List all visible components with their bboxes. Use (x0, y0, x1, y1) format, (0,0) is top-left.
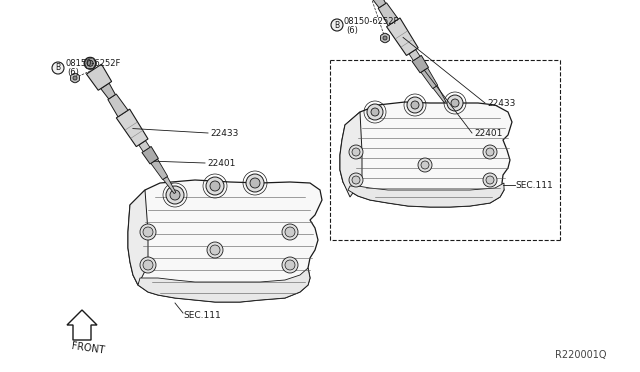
Polygon shape (116, 109, 148, 147)
Circle shape (285, 260, 295, 270)
Text: B: B (56, 64, 61, 73)
Text: SEC.111: SEC.111 (515, 180, 553, 189)
Circle shape (87, 60, 93, 66)
Circle shape (486, 148, 494, 156)
Polygon shape (409, 49, 420, 61)
Polygon shape (421, 68, 438, 89)
Text: 08150-6252F: 08150-6252F (65, 58, 120, 67)
Circle shape (285, 227, 295, 237)
Circle shape (84, 57, 96, 69)
Text: 22433: 22433 (487, 99, 515, 108)
Circle shape (143, 260, 153, 270)
Polygon shape (138, 268, 310, 302)
Text: R220001Q: R220001Q (555, 350, 607, 360)
Polygon shape (387, 18, 418, 55)
Polygon shape (348, 183, 504, 207)
Circle shape (331, 19, 343, 31)
Polygon shape (70, 73, 79, 83)
Circle shape (352, 176, 360, 184)
Text: 22401: 22401 (207, 158, 236, 167)
Polygon shape (86, 64, 111, 90)
Circle shape (250, 178, 260, 188)
Circle shape (210, 181, 220, 191)
Polygon shape (378, 3, 398, 26)
Circle shape (407, 97, 423, 113)
Circle shape (383, 36, 387, 40)
Circle shape (418, 158, 432, 172)
Polygon shape (67, 310, 97, 340)
Circle shape (166, 186, 184, 204)
Polygon shape (142, 147, 158, 164)
Polygon shape (340, 112, 362, 197)
Polygon shape (371, 0, 386, 8)
Text: (6): (6) (67, 67, 79, 77)
Polygon shape (163, 177, 176, 193)
Polygon shape (433, 86, 446, 103)
Polygon shape (128, 180, 322, 302)
Circle shape (381, 33, 390, 42)
Polygon shape (151, 159, 168, 180)
Polygon shape (100, 83, 115, 99)
Circle shape (451, 99, 459, 107)
Text: 22433: 22433 (210, 128, 238, 138)
Polygon shape (108, 94, 128, 117)
Circle shape (140, 257, 156, 273)
Circle shape (483, 145, 497, 159)
Circle shape (206, 177, 224, 195)
Circle shape (70, 74, 79, 83)
Text: FRONT: FRONT (71, 341, 105, 355)
Polygon shape (128, 190, 148, 285)
Text: B: B (335, 20, 340, 29)
Circle shape (52, 62, 64, 74)
Circle shape (352, 148, 360, 156)
Circle shape (140, 224, 156, 240)
Circle shape (282, 257, 298, 273)
Text: 08150-6252F: 08150-6252F (344, 16, 399, 26)
Circle shape (73, 76, 77, 80)
Circle shape (282, 224, 298, 240)
Text: (6): (6) (346, 26, 358, 35)
Polygon shape (84, 58, 96, 68)
Circle shape (371, 108, 379, 116)
Circle shape (447, 95, 463, 111)
Circle shape (349, 145, 363, 159)
Text: 22401: 22401 (474, 128, 502, 138)
Polygon shape (412, 55, 429, 73)
Circle shape (411, 101, 419, 109)
Polygon shape (340, 102, 512, 207)
Circle shape (367, 104, 383, 120)
Circle shape (483, 173, 497, 187)
Circle shape (143, 227, 153, 237)
Circle shape (486, 176, 494, 184)
Polygon shape (381, 33, 389, 43)
Circle shape (421, 161, 429, 169)
Polygon shape (139, 141, 150, 152)
Circle shape (246, 174, 264, 192)
Text: SEC.111: SEC.111 (183, 311, 221, 320)
Circle shape (349, 173, 363, 187)
Circle shape (207, 242, 223, 258)
Circle shape (210, 245, 220, 255)
Circle shape (170, 190, 180, 200)
